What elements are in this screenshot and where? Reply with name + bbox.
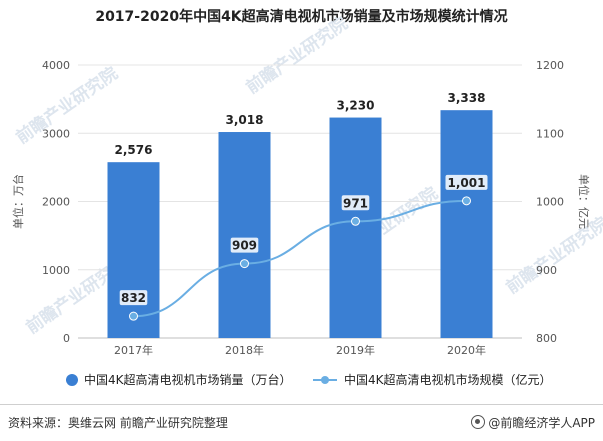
bar-value-label: 3,018 [226,113,264,127]
y-right-tick-label: 1000 [536,196,564,209]
brand-text: @前瞻经济学人APP [471,414,595,431]
line-point [129,311,138,321]
y-left-tick-label: 2000 [42,196,70,209]
legend-line-point [321,376,329,384]
bars-layer [107,110,493,339]
line-label-bg [445,174,488,190]
x-tick-label: 2017年 [114,343,153,357]
line-point [240,259,249,269]
bar-value-label: 3,230 [337,99,375,113]
source-text: 资料来源：奥维云网 前瞻产业研究院整理 [8,416,228,430]
bar [218,132,271,338]
footer: 资料来源：奥维云网 前瞻产业研究院整理 @前瞻经济学人APP [0,404,603,441]
line-label-bg [119,290,148,306]
line-point [462,196,471,206]
line-series [133,199,467,318]
brand-logo-icon [471,415,486,429]
line-layer [129,196,471,321]
line-value-label: 1,001 [448,176,486,190]
y-right-axis-title: 单位：亿元 [577,174,591,229]
labels-layer: 2,576 3,018 3,230 3,338 832 909 971 1,001 [115,91,488,306]
legend-bar-marker [66,374,78,386]
bar-value-label: 3,338 [448,91,486,105]
line-value-label: 909 [232,239,257,253]
y-right-tick-label: 900 [536,264,557,277]
line-point [351,216,360,226]
y-left-tick-label: 0 [63,332,70,345]
y-right-tick-label: 800 [536,332,557,345]
chart-title: 2017-2020年中国4K超高清电视机市场销量及市场规模统计情况 [95,9,508,25]
axes-layer: 0 800 1000 900 2000 1000 3000 1100 4000 1200 单位：万台… [11,59,591,357]
line-label-bg [230,237,259,253]
bar [329,117,382,339]
line-value-label: 971 [343,196,368,210]
x-tick-label: 2019年 [336,343,375,357]
y-right-tick-label: 1200 [536,59,564,72]
legend-line-label: 中国4K超高清电视机市场规模（亿元） [344,372,552,387]
y-left-tick-label: 3000 [42,127,70,140]
bar-value-label: 2,576 [115,143,153,157]
x-tick-label: 2020年 [447,343,486,357]
legend: 中国4K超高清电视机市场销量（万台） 中国4K超高清电视机市场规模（亿元） [66,372,552,387]
y-left-axis-title: 单位：万台 [11,174,25,229]
y-right-tick-label: 1100 [536,127,564,140]
line-value-label: 832 [121,291,146,305]
line-label-bg [341,195,370,211]
y-left-tick-label: 1000 [42,264,70,277]
watermark-1: 前瞻产业研究院 [242,13,352,98]
bar [440,110,493,338]
x-tick-label: 2018年 [225,343,264,357]
y-left-tick-label: 4000 [42,59,70,72]
legend-bar-label: 中国4K超高清电视机市场销量（万台） [84,372,292,387]
brand-label: @前瞻经济学人APP [488,416,595,430]
bar [107,162,160,338]
